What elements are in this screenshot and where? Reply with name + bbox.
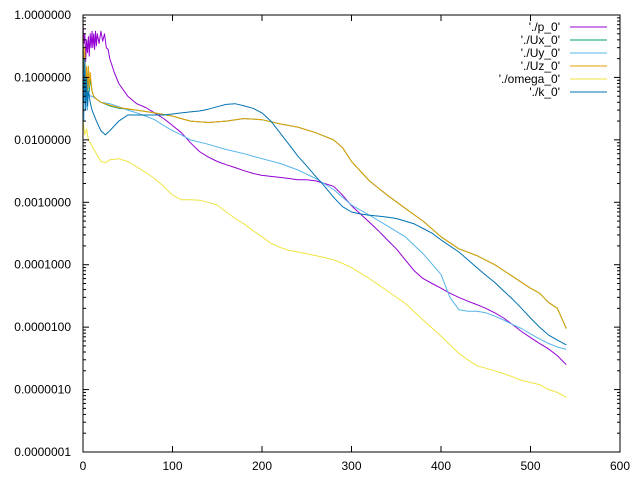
- y-tick-label: 0.1000000: [14, 70, 71, 84]
- legend-label-5: './k_0': [529, 85, 560, 99]
- x-tick-label: 500: [520, 459, 540, 473]
- axes-layer: 0 100 200 300 400 500 600 1.0000000 0.1000000 0.0…: [14, 8, 630, 473]
- series-layer: [82, 24, 567, 398]
- x-tick-label: 100: [162, 459, 182, 473]
- series-line-3: [82, 28, 567, 329]
- x-tick-label: 600: [610, 459, 630, 473]
- x-tick-label: 200: [252, 459, 272, 473]
- x-tick-label: 300: [341, 459, 361, 473]
- legend-label-2: './Uy_0': [521, 46, 560, 60]
- legend: './p_0''./Ux_0''./Uy_0''./Uz_0''./omega_…: [499, 20, 607, 99]
- y-tick-label: 0.0001000: [14, 258, 71, 272]
- series-line-2: [82, 58, 567, 350]
- series-line-4: [82, 121, 567, 398]
- y-tick-label: 0.0100000: [14, 133, 71, 147]
- legend-label-3: './Uz_0': [521, 59, 560, 73]
- x-tick-label: 0: [80, 459, 87, 473]
- x-tick-label: 400: [431, 459, 451, 473]
- series-line-0: [82, 24, 567, 366]
- y-tick-label: 0.0000001: [14, 445, 71, 459]
- legend-label-4: './omega_0': [499, 72, 560, 86]
- y-tick-label: 0.0010000: [14, 195, 71, 209]
- legend-label-1: './Ux_0': [521, 33, 560, 47]
- y-tick-label: 1.0000000: [14, 8, 71, 22]
- series-line-1: [82, 33, 567, 329]
- series-line-5: [82, 47, 567, 346]
- y-tick-label: 0.0000100: [14, 320, 71, 334]
- legend-label-0: './p_0': [529, 20, 560, 34]
- y-tick-label: 0.0000010: [14, 383, 71, 397]
